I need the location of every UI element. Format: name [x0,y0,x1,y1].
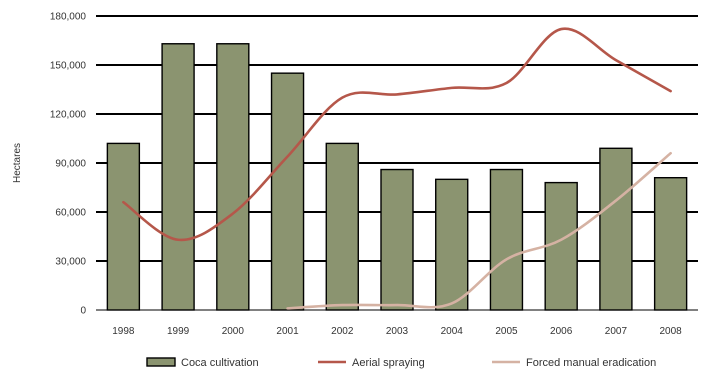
legend-item: Aerial spraying [318,357,425,369]
x-tick-label: 2006 [550,326,573,337]
bar [489,168,524,311]
line-aerial-spraying [122,27,672,242]
line-series [122,27,672,310]
bar [653,176,688,311]
x-tick-label: 2008 [660,326,683,337]
legend-item: Forced manual eradication [492,357,656,369]
legend-label: Coca cultivation [181,357,259,369]
bar [325,142,359,311]
bar [216,43,250,311]
y-tick-label: 60,000 [55,208,86,219]
bar [544,181,578,311]
bar [161,43,195,311]
y-tick-label: 90,000 [55,159,86,170]
x-tick-label: 2007 [605,326,628,337]
y-tick-label: 30,000 [55,257,86,268]
bar [270,72,305,311]
x-tick-label: 2003 [386,326,409,337]
legend-swatch-bar [146,357,176,367]
bar [380,168,414,311]
legend-label: Aerial spraying [352,357,425,369]
x-tick-label: 1998 [112,326,135,337]
y-tick-label: 0 [80,306,86,317]
x-tick-label: 2004 [441,326,464,337]
legend-label: Forced manual eradication [526,357,656,369]
legend: Coca cultivation Aerial spraying Forced ma… [146,357,656,369]
bar-series-coca-cultivation [106,43,688,311]
bar [435,178,469,311]
x-tick-label: 2002 [331,326,354,337]
y-tick-label: 150,000 [50,61,87,72]
x-tick-label: 1999 [167,326,190,337]
y-tick-label: 180,000 [50,12,87,23]
x-tick-labels: 1998 1999 2000 2001 2002 2003 2004 2005 2006 2007… [112,326,682,337]
bar [106,142,141,311]
y-tick-labels: 0 30,000 60,000 90,000 120,000 150,000 180,000 [50,12,87,317]
y-tick-label: 120,000 [50,110,87,121]
x-tick-label: 2000 [222,326,245,337]
y-axis-title: Hectares [12,143,23,183]
bar [599,147,633,311]
line-forced-manual-eradication [286,151,672,310]
x-tick-label: 2005 [495,326,518,337]
x-tick-label: 2001 [276,326,299,337]
legend-item: Coca cultivation [146,357,259,369]
